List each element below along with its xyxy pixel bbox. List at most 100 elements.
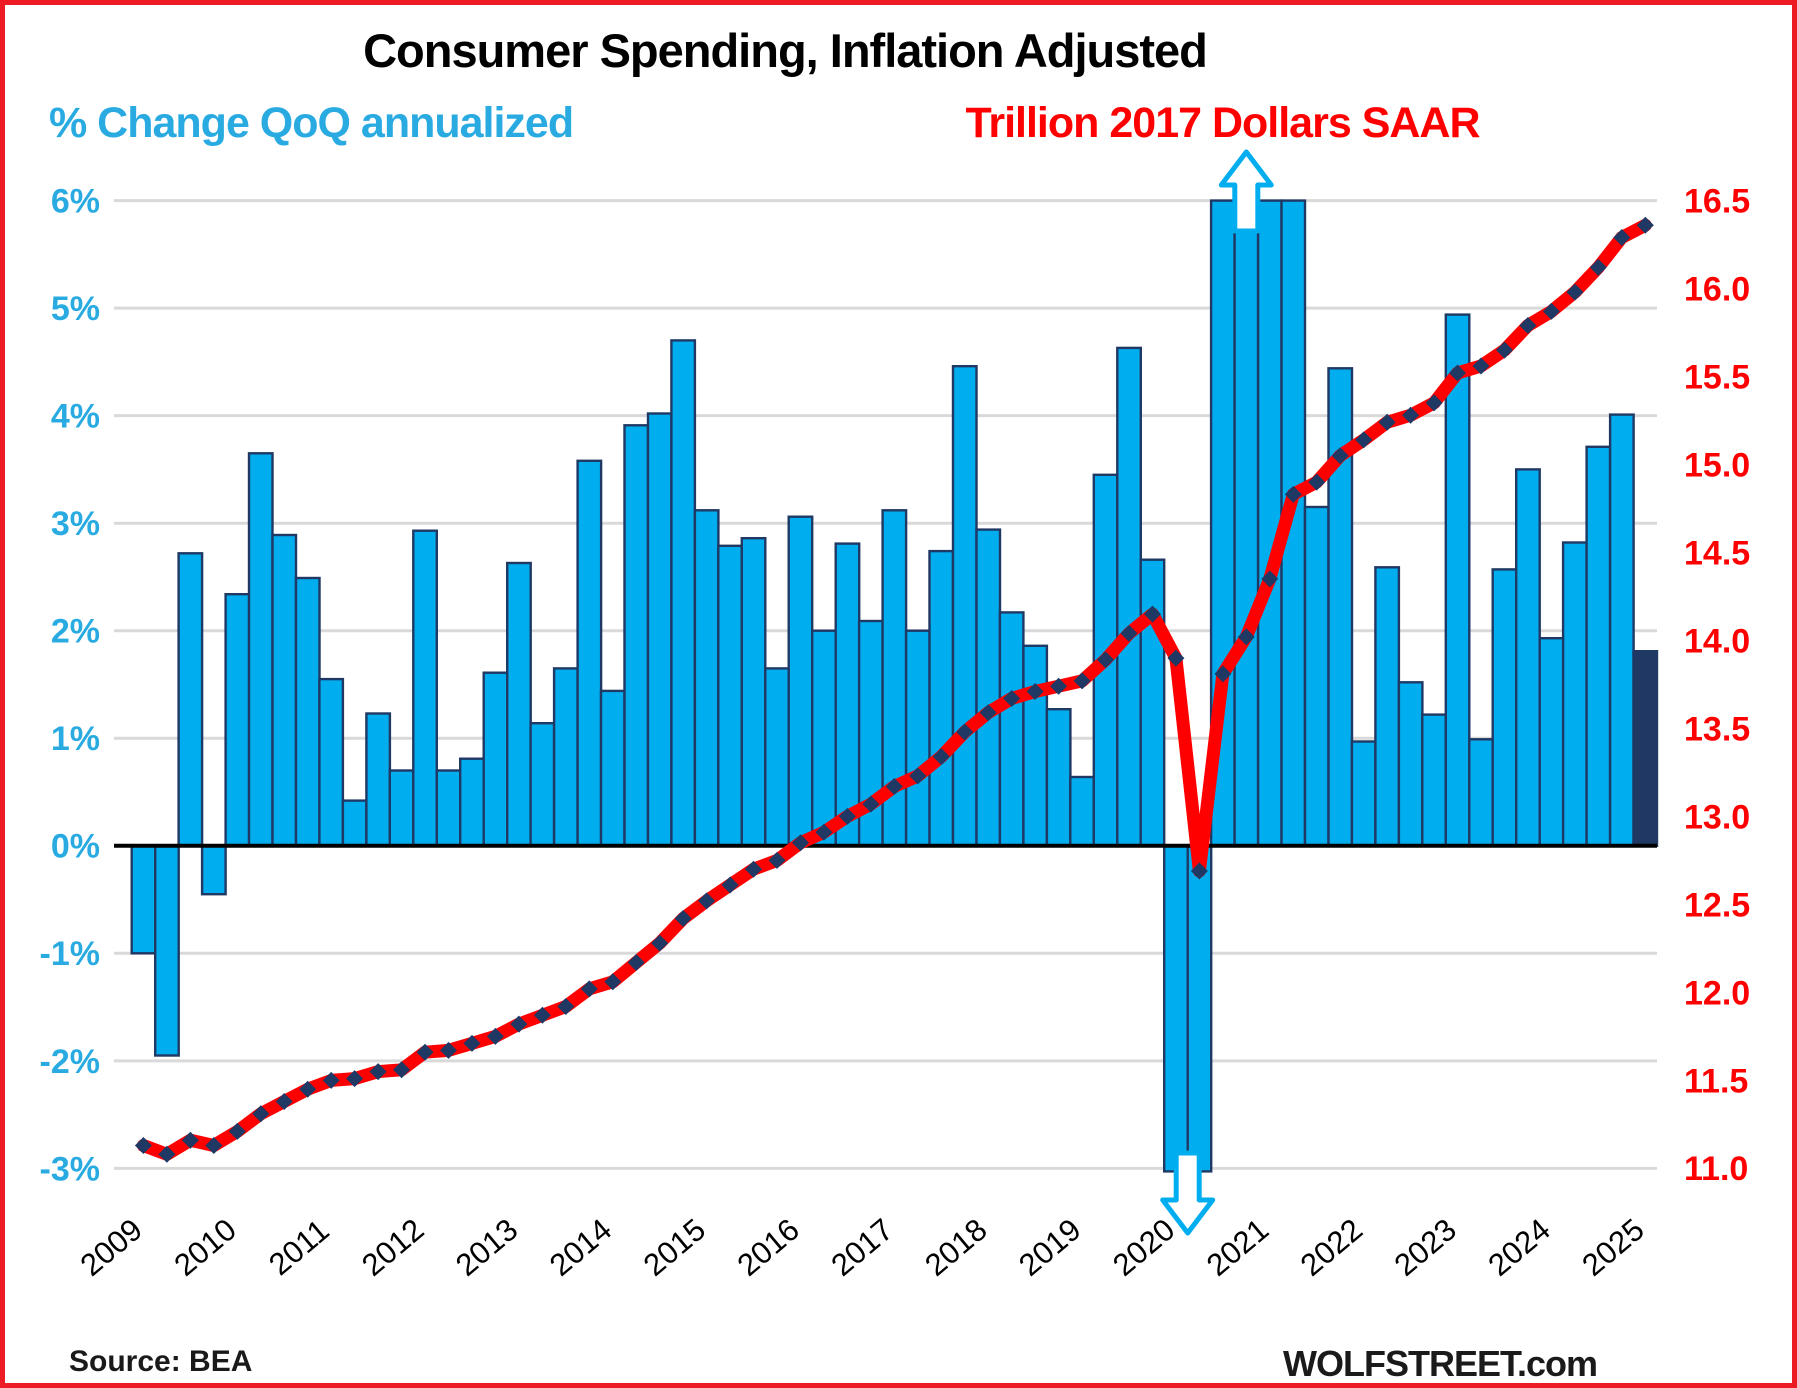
svg-text:2015: 2015 <box>637 1212 712 1283</box>
bar-2012-Q3 <box>459 757 485 848</box>
bar-2017-Q3 <box>928 549 955 847</box>
bar-2019-Q3 <box>1116 346 1143 847</box>
diamond-marker <box>181 1131 199 1149</box>
diamond-marker <box>979 704 997 722</box>
svg-text:2019: 2019 <box>1012 1212 1087 1283</box>
diamond-marker <box>1190 862 1208 880</box>
diamond-marker <box>1237 628 1255 646</box>
svg-text:2022: 2022 <box>1294 1212 1369 1283</box>
diamond-marker <box>768 851 786 869</box>
bar-2011-Q1 <box>318 677 345 847</box>
brand-watermark: WOLFSTREET.com <box>1283 1343 1598 1384</box>
bar-2010-Q2 <box>247 452 274 847</box>
diamond-marker <box>393 1061 411 1079</box>
year-label-2010: 2010 <box>167 1212 242 1283</box>
bar-2010-Q1 <box>224 593 251 848</box>
diamond-marker <box>1378 413 1396 431</box>
diamond-marker <box>1566 283 1584 301</box>
diamond-marker <box>440 1041 457 1059</box>
left-tick-label: 6% <box>51 183 100 221</box>
bar-2021-Q3 <box>1303 505 1330 847</box>
right-tick-label: 14.0 <box>1684 622 1750 660</box>
bar-2024-Q1 <box>1538 637 1565 848</box>
svg-text:2025: 2025 <box>1575 1212 1650 1283</box>
diamond-marker <box>721 876 739 894</box>
diamond-marker <box>1589 258 1607 276</box>
right-tick-label: 13.5 <box>1684 710 1750 748</box>
svg-text:2016: 2016 <box>731 1212 806 1283</box>
diamond-marker <box>1073 672 1091 690</box>
year-label-2012: 2012 <box>355 1212 430 1283</box>
svg-text:2018: 2018 <box>918 1212 993 1283</box>
diamond-marker <box>745 860 762 878</box>
svg-text:2014: 2014 <box>543 1212 618 1283</box>
bar-2020-Q1 <box>1162 844 1189 1173</box>
source-note: Source: BEA <box>69 1345 253 1378</box>
diamond-marker <box>134 1137 152 1154</box>
up-arrow-icon <box>1218 149 1274 234</box>
bar-2009-Q1 <box>130 844 157 955</box>
bar-2017-Q2 <box>904 629 931 848</box>
year-label-2011: 2011 <box>262 1212 336 1282</box>
bar-2024-Q2 <box>1561 541 1588 847</box>
diamond-marker <box>792 834 809 852</box>
diamond-marker <box>862 795 880 813</box>
bar-2015-Q4 <box>764 667 790 848</box>
bar-2016-Q3 <box>834 542 861 847</box>
bar-2018-Q2 <box>998 611 1025 848</box>
right-tick-label: 12.5 <box>1684 886 1750 924</box>
diamond-marker <box>932 748 950 766</box>
left-axis-ticks: 6% 5% 4% 3% 2% 1% 0% -1% -2% -3% <box>40 183 100 1189</box>
year-label-2015: 2015 <box>637 1212 712 1283</box>
bar-2012-Q2 <box>435 769 462 848</box>
diamond-marker <box>1308 473 1326 491</box>
diamond-marker <box>1097 651 1114 669</box>
bar-2010-Q3 <box>271 533 298 847</box>
diamond-marker <box>1026 683 1044 700</box>
left-tick-label: -2% <box>40 1043 100 1081</box>
bar-2012-Q4 <box>482 671 509 848</box>
left-tick-label: 3% <box>51 505 100 543</box>
svg-text:2011: 2011 <box>262 1212 336 1282</box>
bar-2022-Q2 <box>1374 566 1401 847</box>
diamond-marker <box>228 1122 246 1140</box>
diamond-marker <box>1120 624 1138 642</box>
diamond-marker <box>1355 431 1373 449</box>
bar-2015-Q3 <box>740 537 767 848</box>
diamond-marker <box>486 1027 504 1045</box>
svg-text:2021: 2021 <box>1200 1212 1275 1283</box>
chart-canvas: 6%5%4%3%2%1%0%-1%-2%-3%16.516.015.515.01… <box>40 149 1750 1283</box>
bar-2021-Q1 <box>1256 199 1283 848</box>
diamond-marker <box>580 980 598 998</box>
svg-text:2013: 2013 <box>449 1212 524 1283</box>
diamond-marker <box>416 1043 434 1061</box>
diamond-marker <box>299 1080 317 1098</box>
diamond-marker <box>909 767 927 785</box>
year-label-2013: 2013 <box>449 1212 524 1283</box>
diamond-marker <box>1472 357 1490 375</box>
diamond-marker <box>346 1070 364 1088</box>
diamond-marker <box>1613 229 1631 246</box>
bar-2017-Q4 <box>951 365 978 848</box>
diamond-marker <box>1167 649 1185 667</box>
diamond-marker <box>557 998 575 1015</box>
right-axis-ticks: 16.5 16.0 15.5 15.0 14.5 14.0 13.5 13.0 12.5 12.0… <box>1684 183 1750 1189</box>
bar-2024-Q4 <box>1608 413 1635 848</box>
year-label-2022: 2022 <box>1294 1212 1369 1283</box>
bar-2013-Q3 <box>552 667 579 848</box>
bar-2016-Q1 <box>787 515 814 848</box>
svg-text:2020: 2020 <box>1106 1212 1181 1283</box>
svg-text:2024: 2024 <box>1481 1212 1556 1283</box>
bar-2010-Q4 <box>294 576 321 847</box>
bar-2013-Q4 <box>576 459 603 847</box>
bar-2022-Q4 <box>1421 713 1448 847</box>
diamond-marker <box>510 1015 528 1033</box>
bar-2020-Q4 <box>1233 199 1260 848</box>
bar-2016-Q2 <box>811 629 837 848</box>
bars <box>130 199 1659 1173</box>
diamond-marker <box>815 823 833 841</box>
diamond-marker <box>604 973 622 991</box>
bar-2009-Q2 <box>153 844 180 1057</box>
diamond-marker <box>463 1034 481 1052</box>
bar-2014-Q2 <box>623 424 650 847</box>
